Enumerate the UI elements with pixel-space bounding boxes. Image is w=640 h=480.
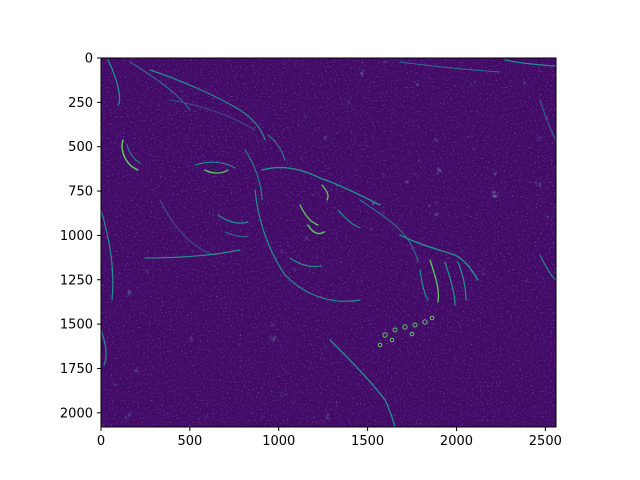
y-tick-label: 1750 <box>60 362 93 377</box>
x-axis: 0 500 1000 1500 2000 2500 <box>97 427 562 449</box>
y-tick-label: 750 <box>68 185 93 200</box>
y-tick-label: 1500 <box>60 318 93 333</box>
y-tick-label: 1000 <box>60 229 93 244</box>
heatmap-image <box>101 58 556 427</box>
y-tick-label: 0 <box>85 52 93 67</box>
y-tick-label: 500 <box>68 140 93 155</box>
x-tick-label: 1000 <box>262 434 295 449</box>
x-tick-label: 2500 <box>529 434 562 449</box>
plot-frame <box>100 57 557 428</box>
x-tick-label: 2000 <box>440 434 473 449</box>
x-tick-label: 500 <box>177 434 202 449</box>
y-tick-label: 2000 <box>60 406 93 421</box>
x-tick-label: 0 <box>97 434 105 449</box>
x-tick-label: 1500 <box>351 434 384 449</box>
y-tick-label: 1250 <box>60 273 93 288</box>
y-tick-label: 250 <box>68 96 93 111</box>
y-axis: 0 250 500 750 1000 1250 1500 1750 2000 <box>60 52 101 421</box>
edge-strokes <box>101 59 556 427</box>
